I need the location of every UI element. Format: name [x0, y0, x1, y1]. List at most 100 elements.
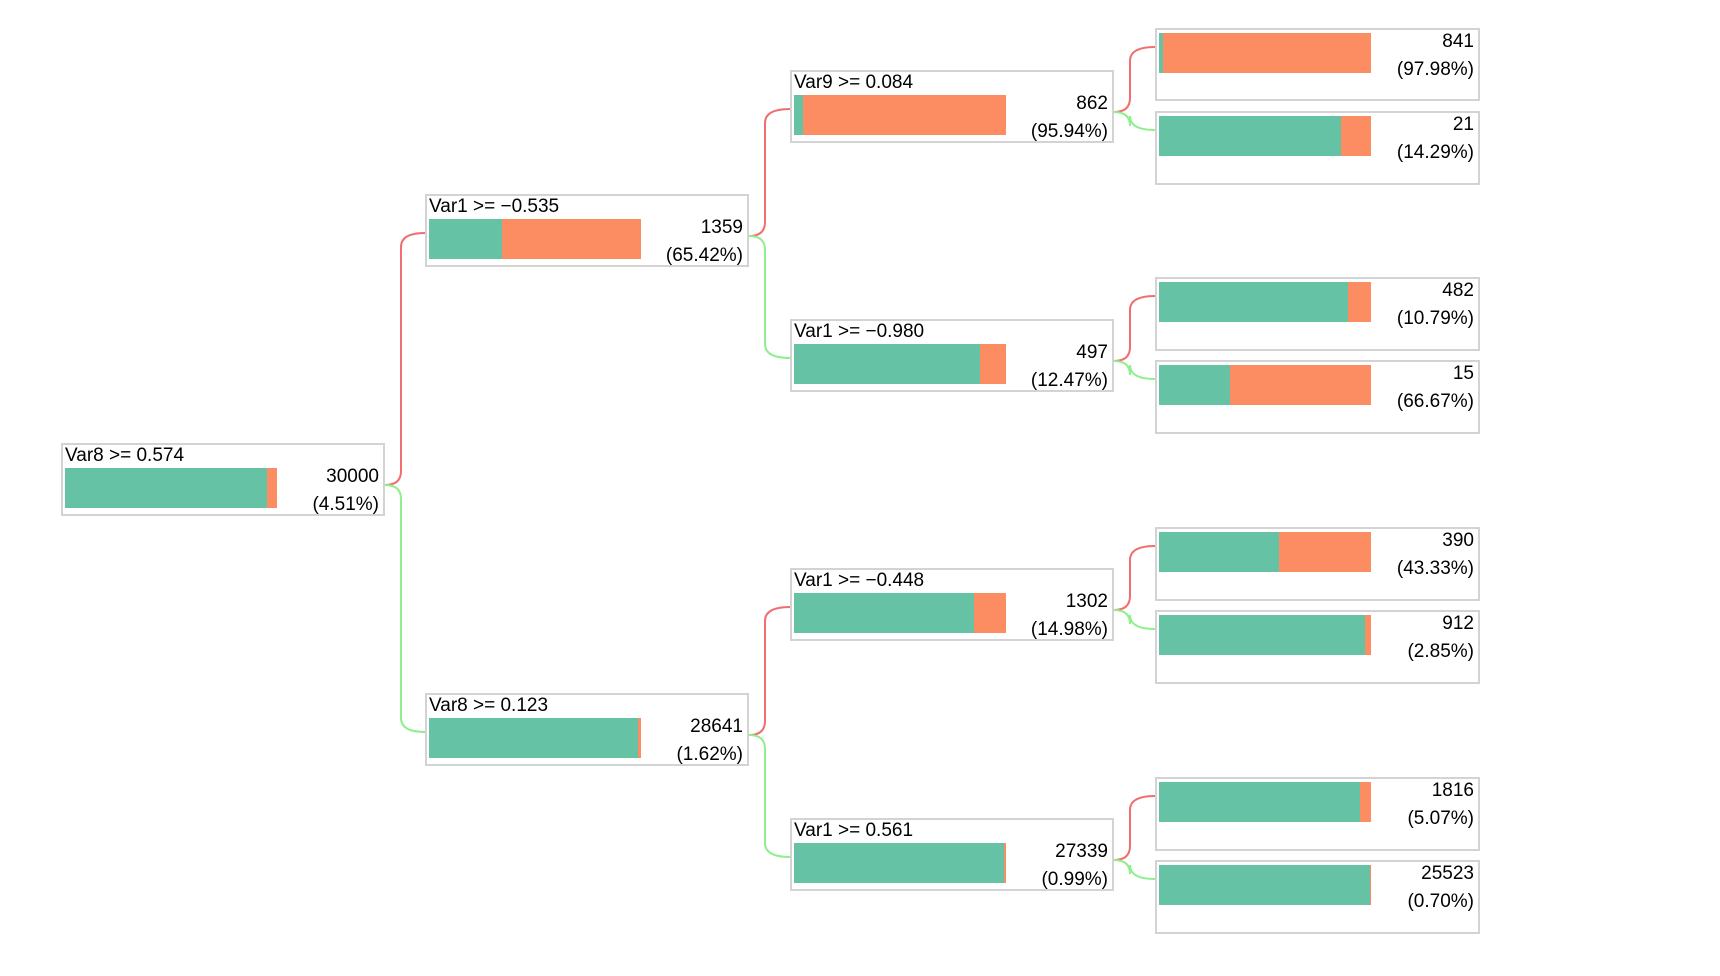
split-rule: Var9 >= 0.084 — [794, 72, 914, 93]
positive-rate: (1.62%) — [676, 744, 743, 765]
negative-class-segment — [65, 468, 268, 508]
negative-class-segment — [794, 593, 975, 633]
leaf-node: 21 (14.29%) — [1155, 111, 1480, 185]
sample-count: 21 — [1452, 114, 1474, 135]
positive-class-segment — [1369, 865, 1371, 905]
positive-class-segment — [802, 95, 1006, 135]
split-rule: Var1 >= −0.448 — [794, 570, 925, 591]
positive-rate: (14.29%) — [1396, 142, 1474, 163]
class-distribution-bar — [1159, 282, 1371, 322]
class-distribution-bar — [1159, 782, 1371, 822]
positive-class-segment — [1360, 782, 1371, 822]
class-distribution-bar — [1159, 116, 1371, 156]
class-distribution-bar — [429, 219, 641, 259]
positive-class-segment — [1364, 615, 1371, 655]
positive-class-segment — [1340, 116, 1371, 156]
leaf-node: 1816 (5.07%) — [1155, 777, 1480, 851]
negative-class-segment — [429, 718, 638, 758]
false-branch-edge — [1113, 111, 1156, 131]
sample-count: 1816 — [1431, 780, 1474, 801]
sample-count: 1302 — [1065, 591, 1108, 612]
positive-rate: (4.51%) — [312, 494, 379, 515]
positive-class-segment — [974, 593, 1006, 633]
split-node: Var8 >= 0.123 28641 (1.62%) — [425, 693, 749, 766]
leaf-node: 912 (2.85%) — [1155, 610, 1480, 684]
sample-count: 497 — [1076, 342, 1108, 363]
positive-rate: (14.98%) — [1030, 619, 1108, 640]
class-distribution-bar — [794, 593, 1006, 633]
class-distribution-bar — [794, 95, 1006, 135]
sample-count: 841 — [1442, 31, 1474, 52]
sample-count: 390 — [1442, 530, 1474, 551]
negative-class-segment — [1159, 282, 1349, 322]
negative-class-segment — [794, 843, 1004, 883]
false-branch-edge — [1113, 609, 1156, 630]
split-node: Var1 >= −0.535 1359 (65.42%) — [425, 194, 749, 267]
negative-class-segment — [429, 219, 503, 259]
positive-rate: (0.99%) — [1041, 869, 1108, 890]
negative-class-segment — [1159, 365, 1230, 405]
false-branch-edge — [1113, 360, 1156, 380]
sample-count: 25523 — [1421, 863, 1474, 884]
leaf-node: 482 (10.79%) — [1155, 277, 1480, 351]
negative-class-segment — [1159, 782, 1361, 822]
sample-count: 28641 — [690, 716, 743, 737]
true-branch-edge — [384, 232, 426, 486]
class-distribution-bar — [794, 843, 1006, 883]
split-node: Var8 >= 0.574 30000 (4.51%) — [61, 443, 385, 516]
split-rule: Var8 >= 0.123 — [429, 695, 549, 716]
positive-rate: (12.47%) — [1030, 370, 1108, 391]
positive-class-segment — [502, 219, 641, 259]
split-node: Var1 >= −0.980 497 (12.47%) — [790, 319, 1114, 392]
positive-rate: (0.70%) — [1407, 891, 1474, 912]
false-branch-edge — [748, 235, 791, 359]
positive-rate: (5.07%) — [1407, 808, 1474, 829]
positive-class-segment — [1229, 365, 1371, 405]
positive-class-segment — [1163, 33, 1371, 73]
class-distribution-bar — [429, 718, 641, 758]
false-branch-edge — [1113, 859, 1156, 880]
positive-class-segment — [1348, 282, 1371, 322]
positive-rate: (10.79%) — [1396, 308, 1474, 329]
split-rule: Var1 >= −0.980 — [794, 321, 925, 342]
class-distribution-bar — [1159, 615, 1371, 655]
sample-count: 862 — [1076, 93, 1108, 114]
negative-class-segment — [1159, 865, 1370, 905]
split-rule: Var1 >= 0.561 — [794, 820, 914, 841]
positive-class-segment — [979, 344, 1006, 384]
class-distribution-bar — [1159, 532, 1371, 572]
positive-rate: (66.67%) — [1396, 391, 1474, 412]
sample-count: 27339 — [1055, 841, 1108, 862]
leaf-node: 841 (97.98%) — [1155, 28, 1480, 101]
split-node: Var9 >= 0.084 862 (95.94%) — [790, 70, 1114, 143]
sample-count: 30000 — [326, 466, 379, 487]
sample-count: 482 — [1442, 280, 1474, 301]
positive-class-segment — [267, 468, 277, 508]
sample-count: 15 — [1452, 363, 1474, 384]
leaf-node: 15 (66.67%) — [1155, 360, 1480, 434]
class-distribution-bar — [1159, 865, 1371, 905]
class-distribution-bar — [65, 468, 277, 508]
class-distribution-bar — [1159, 33, 1371, 73]
negative-class-segment — [1159, 615, 1365, 655]
positive-class-segment — [637, 718, 641, 758]
true-branch-edge — [1113, 295, 1156, 362]
split-rule: Var8 >= 0.574 — [65, 445, 185, 466]
class-distribution-bar — [1159, 365, 1371, 405]
sample-count: 1359 — [700, 217, 743, 238]
sample-count: 912 — [1442, 613, 1474, 634]
positive-class-segment — [1003, 843, 1006, 883]
positive-rate: (95.94%) — [1030, 121, 1108, 142]
leaf-node: 25523 (0.70%) — [1155, 860, 1480, 934]
split-node: Var1 >= 0.561 27339 (0.99%) — [790, 818, 1114, 891]
true-branch-edge — [1113, 795, 1156, 861]
true-branch-edge — [748, 606, 791, 736]
split-node: Var1 >= −0.448 1302 (14.98%) — [790, 568, 1114, 641]
positive-class-segment — [1279, 532, 1371, 572]
negative-class-segment — [1159, 116, 1341, 156]
negative-class-segment — [1159, 33, 1164, 73]
positive-rate: (65.42%) — [665, 245, 743, 266]
negative-class-segment — [794, 95, 803, 135]
positive-rate: (43.33%) — [1396, 558, 1474, 579]
